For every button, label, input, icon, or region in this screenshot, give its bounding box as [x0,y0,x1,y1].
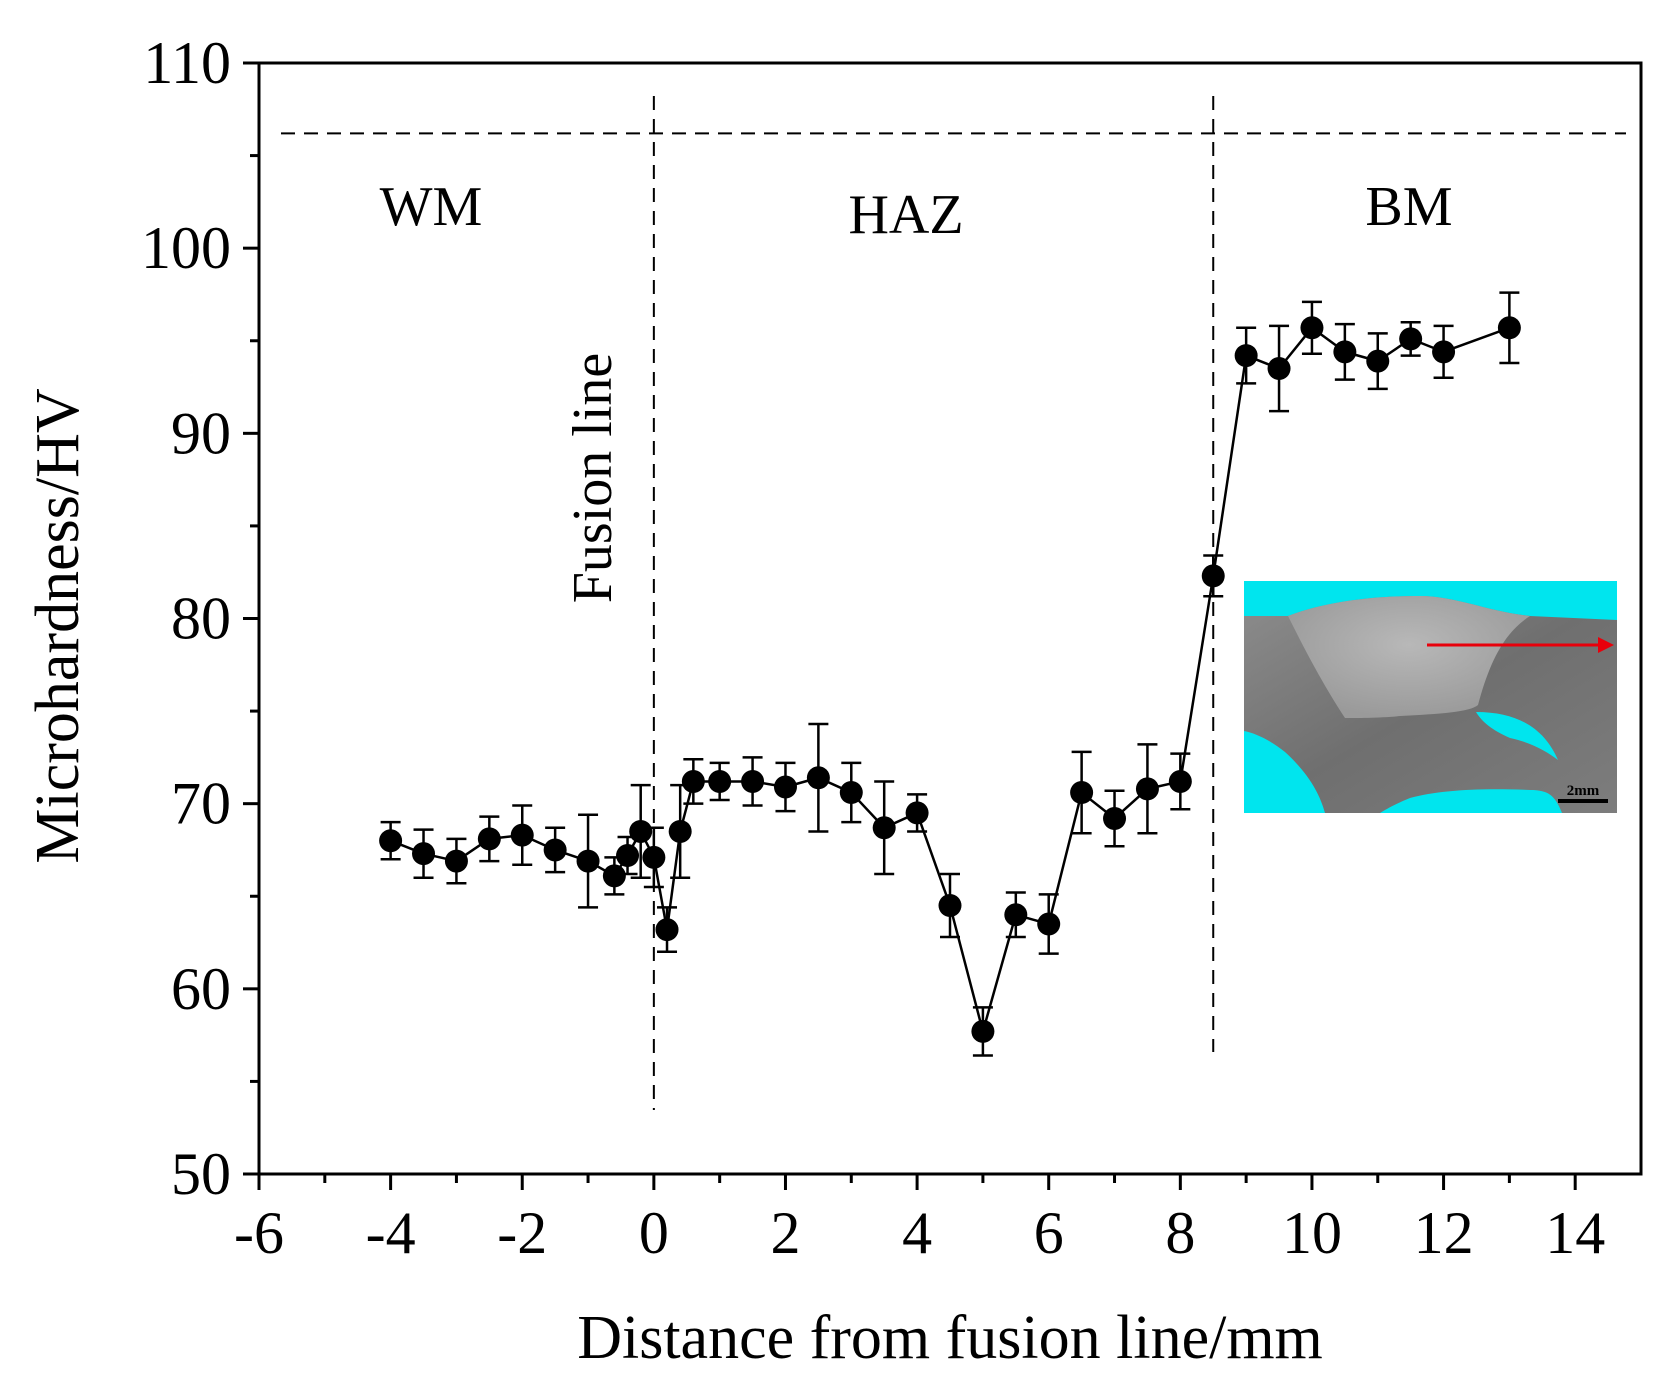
data-point [1267,357,1291,381]
inset-bottom-void [1404,795,1540,813]
x-tick-label: 6 [1034,1200,1064,1266]
data-point [971,1019,995,1043]
data-point [1070,781,1094,805]
data-point [543,838,567,862]
x-tick-label: 2 [770,1200,800,1266]
data-point [1004,903,1028,927]
x-tick-label: 10 [1282,1200,1342,1266]
x-tick-label: 0 [639,1200,669,1266]
data-point [379,829,403,853]
y-tick-label: 60 [171,956,231,1022]
data-point [444,849,468,873]
data-point [668,819,692,843]
data-point [1201,564,1225,588]
data-point [629,819,653,843]
data-point [681,769,705,793]
data-point [741,769,765,793]
data-point [1399,327,1423,351]
y-tick-label: 90 [171,400,231,466]
data-point [642,845,666,869]
reference-lines [281,96,1626,1110]
data-point [655,918,679,942]
fusion-line-label: Fusion line [562,353,624,603]
inset-lower-right-void [1476,712,1558,760]
data-point [576,849,600,873]
data-point [1103,806,1127,830]
y-tick-label: 50 [171,1141,231,1207]
data-point [773,775,797,799]
scale-bar-label: 2mm [1567,783,1600,799]
data-point [938,894,962,918]
data-point [510,823,534,847]
x-axis-title: Distance from fusion line/mm [577,1304,1323,1372]
data-point [1168,769,1192,793]
data-point [1366,349,1390,373]
axes: -6 -4 -2 0 2 4 6 8 10 12 14 50 60 70 80 90 100 110 [141,30,1605,1266]
weld-cross-section-inset: 2mm [1244,581,1617,813]
inset-lower-left-void [1244,738,1316,813]
x-tick-label: -4 [366,1200,416,1266]
data-point [477,827,501,851]
x-tick-label: 8 [1165,1200,1195,1266]
series-layer [379,291,1521,1057]
x-tick-label: -2 [497,1200,547,1266]
data-point [1037,912,1061,936]
x-tick-label: -6 [234,1200,284,1266]
x-tick-label: 12 [1414,1200,1474,1266]
x-tick-label: 4 [902,1200,932,1266]
data-point [839,781,863,805]
y-axis-title: Microhardness/HV [24,388,92,863]
y-tick-label: 100 [141,215,231,281]
data-point [905,801,929,825]
data-point [1333,340,1357,364]
data-point [806,766,830,790]
data-point [602,864,626,888]
data-point [708,769,732,793]
data-point [1432,340,1456,364]
region-label-wm: WM [380,176,483,238]
data-point [616,844,640,868]
inset-red-arrow-head [1598,637,1614,653]
region-label-bm: BM [1365,176,1452,238]
data-point [872,816,896,840]
data-point [1300,316,1324,340]
data-point [1497,316,1521,340]
data-point [1234,344,1258,368]
region-label-haz: HAZ [848,184,963,246]
inset-weld-metal [1288,596,1530,718]
y-tick-label: 110 [143,30,231,96]
data-point [412,842,436,866]
data-point [1135,777,1159,801]
y-tick-label: 80 [171,586,231,652]
x-tick-label: 14 [1545,1200,1605,1266]
y-tick-label: 70 [171,771,231,837]
